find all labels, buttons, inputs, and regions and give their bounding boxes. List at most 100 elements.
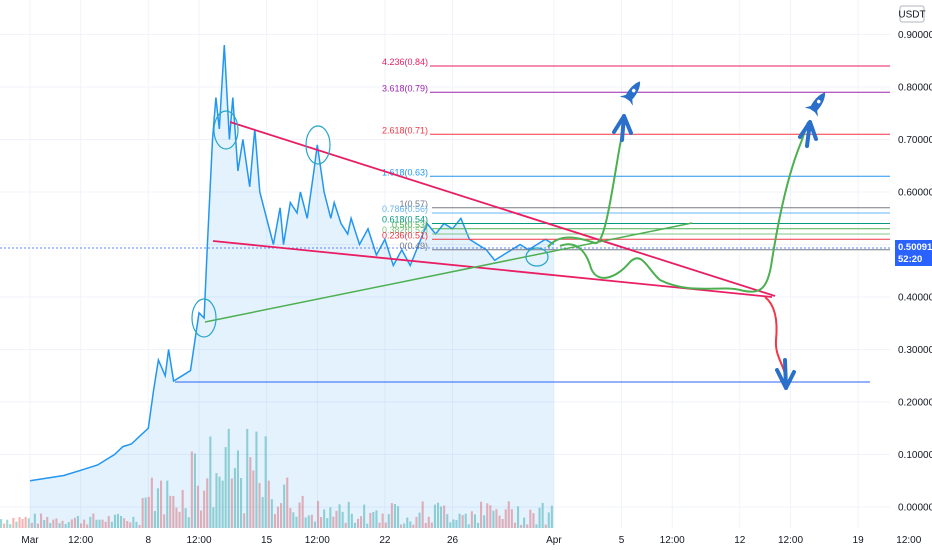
volume-bar bbox=[166, 480, 169, 528]
fib-level-label: 0.236(0.51) bbox=[382, 230, 428, 240]
volume-bar bbox=[150, 477, 153, 528]
volume-bar bbox=[132, 516, 135, 528]
volume-bar bbox=[393, 504, 396, 528]
volume-bar bbox=[135, 521, 138, 528]
volume-bar bbox=[409, 521, 412, 528]
highlight-circle-top[interactable] bbox=[213, 110, 239, 150]
volume-bar bbox=[353, 522, 356, 528]
volume-bar bbox=[437, 502, 440, 528]
volume-bar bbox=[178, 511, 181, 528]
volume-bar bbox=[489, 505, 492, 528]
volume-bar bbox=[0, 519, 3, 528]
volume-bar bbox=[104, 521, 107, 528]
volume-bar bbox=[357, 518, 360, 528]
volume-bar bbox=[181, 489, 184, 528]
fib-level-label: 0.5(0.53) bbox=[392, 220, 428, 230]
volume-bar bbox=[455, 520, 458, 528]
volume-bar bbox=[310, 514, 313, 528]
volume-bar bbox=[172, 496, 175, 528]
y-tick-label: 0.40000 bbox=[898, 293, 932, 304]
volume-bar bbox=[264, 436, 267, 528]
volume-bar bbox=[107, 516, 110, 528]
volume-bar bbox=[240, 478, 243, 528]
volume-bar bbox=[501, 519, 504, 528]
drawings[interactable] bbox=[0, 77, 890, 390]
volume-bar bbox=[49, 523, 52, 528]
volume-bar bbox=[326, 518, 329, 528]
volume-bar bbox=[138, 524, 141, 528]
highlight-circle-current[interactable] bbox=[525, 247, 549, 267]
volume-bar bbox=[486, 503, 489, 528]
volume-bar bbox=[169, 495, 172, 528]
volume-bar bbox=[473, 514, 476, 528]
volume-bar bbox=[421, 501, 424, 528]
volume-bar bbox=[95, 519, 98, 528]
rocket-icon bbox=[804, 92, 826, 117]
volume-bar bbox=[6, 519, 9, 528]
volume-bar bbox=[369, 512, 372, 528]
volume-bar bbox=[255, 431, 258, 528]
currency-button[interactable]: USDT bbox=[898, 5, 926, 23]
price-line[interactable] bbox=[29, 44, 555, 482]
fib-level-label: 0(0.49) bbox=[399, 241, 428, 251]
current-price-countdown: 52:20 bbox=[898, 254, 922, 265]
volume-bar bbox=[387, 514, 390, 528]
volume-bar bbox=[406, 517, 409, 528]
volume-bar bbox=[317, 500, 320, 528]
volume-bar bbox=[236, 450, 239, 528]
volume-bar bbox=[504, 509, 507, 528]
volume-bar bbox=[190, 451, 193, 528]
volume-bar bbox=[116, 513, 119, 528]
volume-bar bbox=[144, 497, 147, 528]
y-tick-label: 0.80000 bbox=[898, 83, 932, 94]
volume-bar bbox=[43, 520, 46, 528]
y-tick-label: 0.90000 bbox=[898, 30, 932, 41]
volume-bar bbox=[203, 490, 206, 528]
volume-bar bbox=[372, 512, 375, 528]
volume-bar bbox=[467, 524, 470, 528]
volume-bar bbox=[307, 515, 310, 528]
volume-bar bbox=[363, 504, 366, 528]
y-tick-label: 0.10000 bbox=[898, 450, 932, 461]
volume-bar bbox=[209, 436, 212, 528]
volume-bar bbox=[526, 524, 529, 528]
support-trendline[interactable] bbox=[204, 222, 693, 323]
volume-bar bbox=[541, 502, 544, 528]
volume-bar bbox=[267, 480, 270, 528]
highlight-circle-second-top[interactable] bbox=[305, 125, 331, 165]
volume-bar bbox=[67, 522, 70, 528]
volume-bar bbox=[156, 488, 159, 528]
arrow-up-icon bbox=[798, 120, 818, 148]
volume-bar bbox=[36, 523, 39, 528]
volume-bar bbox=[92, 513, 95, 528]
y-tick-label: 0.70000 bbox=[898, 135, 932, 146]
volume-bar bbox=[163, 514, 166, 528]
rocket-icon bbox=[619, 81, 641, 106]
volume-bar bbox=[3, 523, 6, 528]
volume-bar bbox=[400, 524, 403, 528]
volume-bar bbox=[243, 513, 246, 528]
volume-bar bbox=[12, 517, 15, 528]
highlight-circle-breakout[interactable] bbox=[191, 298, 217, 338]
volume-bar bbox=[30, 522, 33, 528]
volume-bar bbox=[483, 515, 486, 528]
volume-bar bbox=[64, 524, 67, 528]
time-axis[interactable]: Mar 12:00 8 12:00 15 12:00 22 26 Apr 5 12:00 12 12:0… bbox=[0, 528, 932, 550]
volume-bar bbox=[15, 521, 18, 528]
triangle-upper-trendline[interactable] bbox=[229, 121, 776, 297]
volume-bar bbox=[446, 514, 449, 528]
projection-path-up-2[interactable] bbox=[559, 121, 809, 293]
volume-bar bbox=[443, 505, 446, 528]
fib-level-label: 1(0.57) bbox=[399, 199, 428, 209]
fibonacci-extension[interactable]: 4.236(0.84) 3.618(0.79) 2.618(0.71) 1.618(0… bbox=[382, 57, 890, 251]
volume-bar bbox=[196, 485, 199, 528]
volume-bar bbox=[323, 509, 326, 528]
volume-bar bbox=[270, 499, 273, 528]
grid bbox=[0, 0, 910, 528]
volume-bar bbox=[141, 498, 144, 528]
volume-bar bbox=[289, 508, 292, 528]
projection-path-down[interactable] bbox=[764, 296, 786, 375]
current-price-label: 0.50091 52:20 bbox=[895, 240, 932, 266]
triangle-lower-trendline[interactable] bbox=[212, 240, 773, 298]
